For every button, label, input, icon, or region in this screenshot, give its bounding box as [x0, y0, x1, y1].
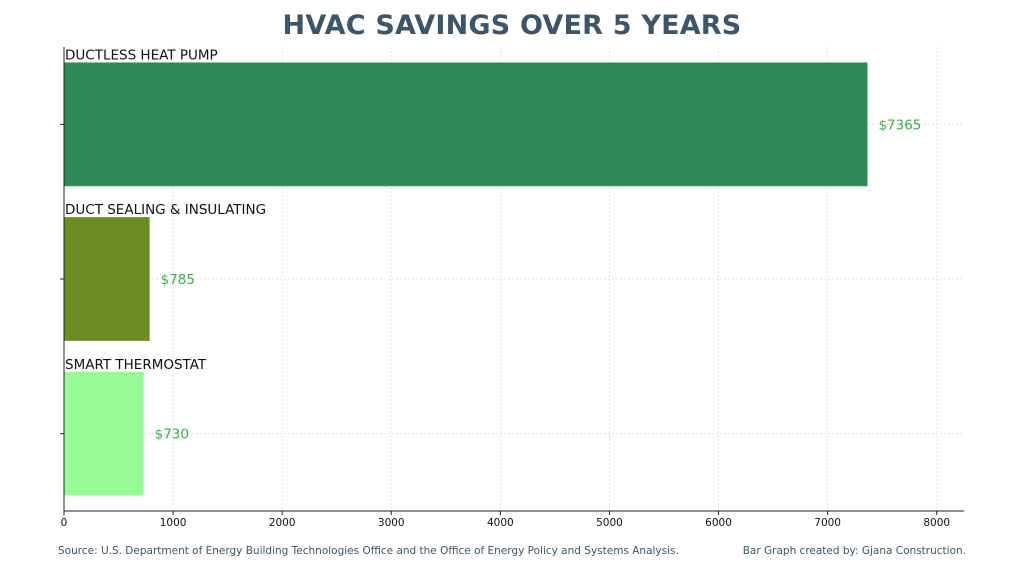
- value-label: $785: [161, 272, 195, 288]
- bars: [64, 62, 868, 496]
- x-tick-label: 1000: [160, 517, 187, 529]
- bar: [64, 371, 144, 496]
- bar: [64, 62, 868, 187]
- x-tick-label: 0: [61, 517, 68, 529]
- credit-note: Bar Graph created by: Gjana Construction…: [742, 545, 966, 557]
- x-tick-label: 7000: [814, 517, 841, 529]
- x-tick-label: 6000: [705, 517, 732, 529]
- category-label: SMART THERMOSTAT: [65, 357, 207, 373]
- source-note: Source: U.S. Department of Energy Buildi…: [58, 545, 679, 557]
- x-tick-label: 3000: [378, 517, 405, 529]
- value-label: $7365: [878, 117, 921, 133]
- x-tick-label: 8000: [923, 517, 950, 529]
- x-axis-ticks: 0 1000 2000 3000 4000 5000 6000 7000 8000: [61, 511, 950, 529]
- x-tick-label: 5000: [596, 517, 623, 529]
- value-label: $730: [155, 427, 189, 443]
- bar: [64, 217, 150, 341]
- category-label: DUCT SEALING & INSULATING: [65, 202, 266, 218]
- category-label: DUCTLESS HEAT PUMP: [65, 47, 218, 63]
- labels: DUCTLESS HEAT PUMP $7365 DUCT SEALING & IN…: [65, 47, 921, 442]
- chart-title: HVAC SAVINGS OVER 5 YEARS: [282, 10, 742, 41]
- axes: [60, 47, 964, 512]
- x-tick-label: 4000: [487, 517, 514, 529]
- x-tick-label: 2000: [269, 517, 296, 529]
